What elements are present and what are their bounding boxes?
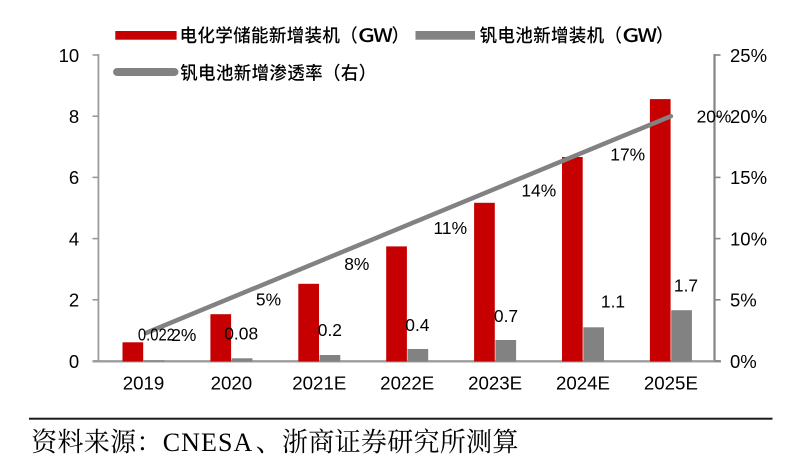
svg-text:6: 6: [69, 167, 79, 188]
svg-text:2024E: 2024E: [556, 373, 610, 394]
svg-text:2023E: 2023E: [468, 373, 522, 394]
svg-text:2019: 2019: [123, 373, 165, 394]
svg-text:5%: 5%: [256, 290, 281, 310]
svg-text:17%: 17%: [610, 145, 645, 165]
svg-text:2: 2: [69, 290, 79, 311]
svg-text:1.1: 1.1: [601, 292, 625, 312]
svg-text:CNESA: CNESA: [163, 428, 254, 457]
svg-text:0.4: 0.4: [405, 315, 430, 335]
svg-text:0.022: 0.022: [138, 325, 175, 345]
svg-text:4: 4: [69, 228, 79, 249]
svg-text:0.08: 0.08: [224, 324, 258, 344]
svg-text:25%: 25%: [730, 45, 767, 66]
svg-text:2020: 2020: [211, 373, 253, 394]
svg-text:2%: 2%: [171, 325, 196, 345]
svg-text:5%: 5%: [730, 290, 757, 311]
svg-text:15%: 15%: [730, 167, 767, 188]
svg-text:0: 0: [69, 351, 79, 372]
svg-text:20%: 20%: [697, 106, 732, 126]
svg-text:11%: 11%: [434, 218, 468, 238]
svg-text:8: 8: [69, 106, 79, 127]
svg-text:1.7: 1.7: [674, 276, 698, 296]
svg-text:10: 10: [59, 45, 80, 66]
svg-text:0%: 0%: [730, 351, 757, 372]
svg-text:2021E: 2021E: [292, 373, 346, 394]
svg-text:2022E: 2022E: [380, 373, 434, 394]
svg-text:20%: 20%: [730, 106, 767, 127]
svg-text:0.7: 0.7: [494, 306, 518, 326]
svg-text:10%: 10%: [730, 228, 767, 249]
svg-text:0.2: 0.2: [318, 320, 342, 340]
svg-text:8%: 8%: [344, 254, 369, 274]
svg-text:2025E: 2025E: [644, 373, 698, 394]
svg-text:14%: 14%: [521, 181, 556, 201]
